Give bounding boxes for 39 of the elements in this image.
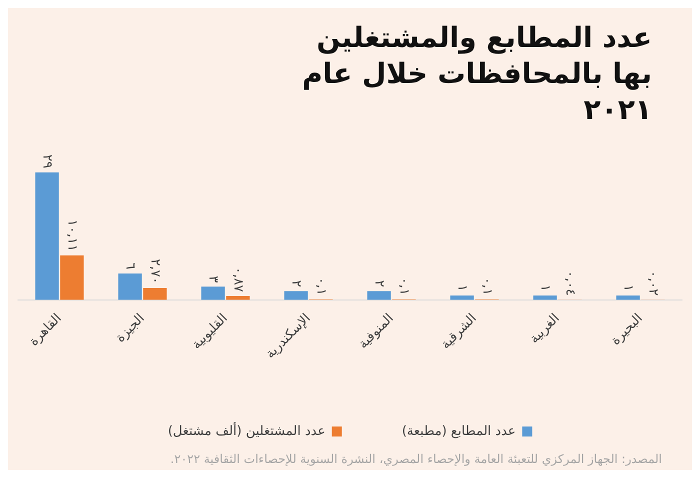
- x-tick-label: القليوبية: [189, 310, 231, 352]
- data-label: ١: [538, 284, 553, 292]
- bar: [35, 172, 59, 300]
- data-label: ٢٩: [40, 154, 55, 168]
- data-label: ٦: [122, 262, 138, 270]
- x-tick-label: القاهرة: [26, 310, 65, 350]
- bar: [143, 288, 167, 300]
- data-label: ١: [620, 284, 636, 292]
- x-tick-label: الشرقية: [438, 310, 480, 352]
- data-label: ٢: [288, 280, 304, 288]
- bar: [450, 295, 474, 300]
- bar: [284, 291, 308, 300]
- x-tick-label: البحيرة: [608, 310, 646, 348]
- bar: [60, 255, 84, 300]
- bar: [533, 295, 557, 300]
- data-label: ٠,١: [480, 277, 495, 296]
- bar: [367, 291, 391, 300]
- data-label: ٣: [206, 276, 221, 283]
- bar: [118, 273, 142, 300]
- legend-label: عدد المطابع (مطبعة): [402, 424, 516, 439]
- legend-label: عدد المشتغلين (ألف مشتغل): [168, 422, 326, 439]
- data-label: ٠,١: [396, 277, 412, 296]
- bar: [226, 296, 250, 300]
- x-tick-label: الإسكندرية: [263, 310, 314, 362]
- data-label: ٠,٨٧: [230, 266, 246, 292]
- data-label: ٠,١: [314, 277, 329, 296]
- data-label: ١: [454, 284, 470, 292]
- data-label: ١٠,١١: [64, 219, 80, 252]
- x-tick-label: الجيزة: [113, 310, 148, 346]
- bar: [201, 286, 225, 300]
- data-label: ٢,٧٠: [148, 258, 163, 284]
- data-label: ٢: [372, 280, 387, 288]
- bar: [616, 295, 640, 300]
- data-label: ٠,٠٢: [646, 270, 661, 296]
- x-tick-label: الغربية: [526, 310, 563, 347]
- chart-title: عدد المطابع والمشتغلين بها بالمحافظات خلال عام ٢٠٢١: [301, 20, 653, 128]
- data-label: ٠,٠٤: [562, 270, 578, 296]
- x-tick-label: المنوفية: [356, 310, 397, 352]
- text: المصدر: الجهاز المركزي للتعبئة العامة والإحصاء المصري، النشرة السنوية للإحصاءات الثقافية ٢٠٢٢.: [169, 451, 663, 466]
